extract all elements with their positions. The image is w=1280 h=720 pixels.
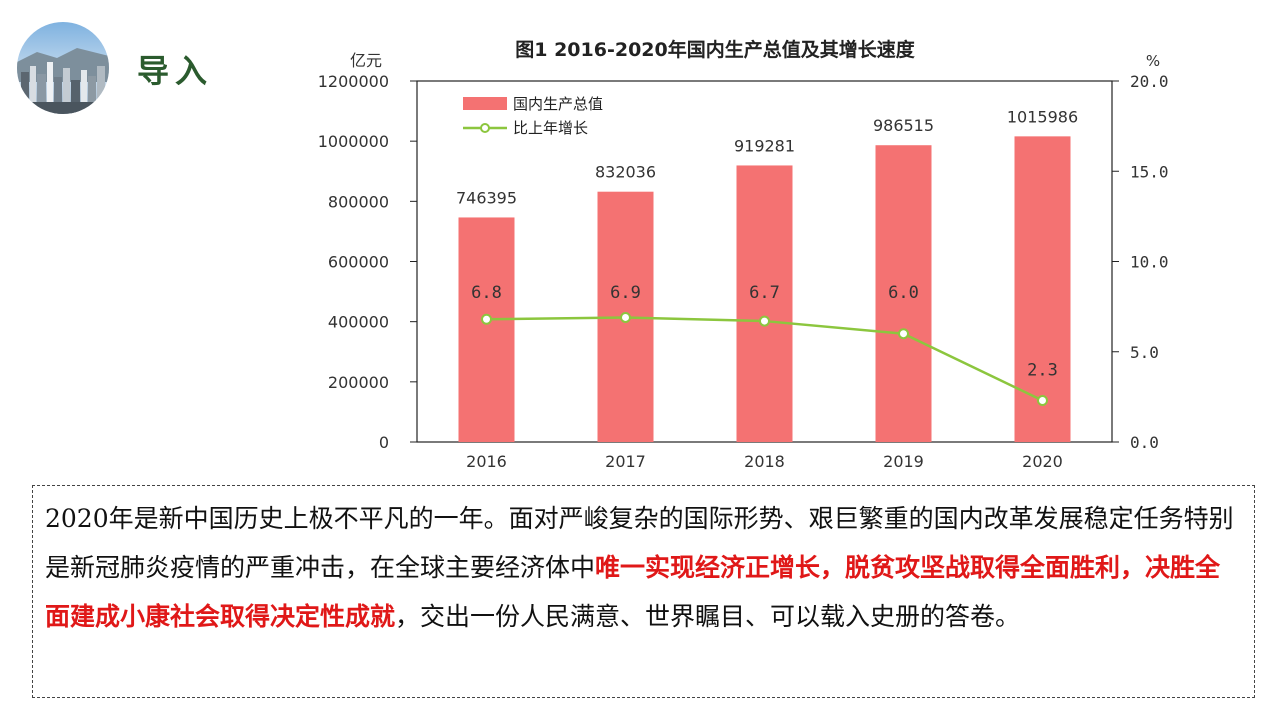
- y-left-tick-label: 0: [379, 433, 389, 452]
- chart-title: 图1 2016-2020年国内生产总值及其增长速度: [515, 38, 915, 61]
- growth-point: [620, 311, 631, 323]
- bar-value-label: 919281: [734, 136, 795, 155]
- x-tick-label: 2020: [1022, 452, 1063, 471]
- growth-point: [759, 315, 770, 327]
- bar-value-label: 832036: [595, 163, 656, 182]
- avatar: [17, 22, 109, 114]
- city-skyline-image: [17, 22, 109, 114]
- legend-swatch-bar: [463, 97, 507, 110]
- growth-value-label: 6.7: [749, 283, 780, 303]
- y-left-tick-label: 1000000: [318, 132, 389, 151]
- section-title: 导入: [137, 52, 214, 90]
- legend-swatch-marker: [480, 123, 490, 133]
- growth-point: [1037, 394, 1048, 406]
- bar-2016: [458, 217, 515, 442]
- bar-2018: [736, 165, 793, 442]
- y-left-tick-label: 1200000: [318, 72, 389, 91]
- y-left-tick-label: 400000: [328, 313, 389, 332]
- y-left-unit: 亿元: [350, 51, 382, 70]
- y-right-tick-label: 0.0: [1130, 433, 1159, 452]
- chart-container: 图1 2016-2020年国内生产总值及其增长速度亿元% 0 200000 40000…: [300, 28, 1200, 478]
- y-left-tick-label: 800000: [328, 192, 389, 211]
- y-left-tick-label: 600000: [328, 253, 389, 272]
- x-tick-label: 2018: [744, 452, 785, 471]
- y-right-tick-label: 5.0: [1130, 343, 1159, 362]
- bar-value-label: 746395: [456, 188, 517, 207]
- bar-value-label: 1015986: [1007, 107, 1078, 126]
- growth-value-label: 6.0: [888, 283, 919, 303]
- x-tick-label: 2016: [466, 452, 507, 471]
- x-tick-label: 2019: [883, 452, 924, 471]
- growth-point: [898, 328, 909, 340]
- bar-value-label: 986515: [873, 116, 934, 135]
- growth-point: [481, 313, 492, 325]
- growth-value-label: 2.3: [1027, 360, 1058, 380]
- caption-box: 2020年是新中国历史上极不平凡的一年。面对严峻复杂的国际形势、艰巨繁重的国内改…: [32, 485, 1255, 698]
- y-right-tick-label: 15.0: [1130, 162, 1169, 181]
- y-right-tick-label: 10.0: [1130, 253, 1169, 272]
- legend-label-bar: 国内生产总值: [513, 95, 603, 113]
- caption-text: 2020年是新中国历史上极不平凡的一年。面对严峻复杂的国际形势、艰巨繁重的国内改…: [45, 504, 1234, 582]
- y-left-tick-label: 200000: [328, 373, 389, 392]
- y-right-unit: %: [1146, 52, 1160, 70]
- y-right-tick-label: 20.0: [1130, 72, 1169, 91]
- caption-text-end: ，交出一份人民满意、世界瞩目、可以载入史册的答卷。: [395, 602, 1021, 631]
- x-tick-label: 2017: [605, 452, 646, 471]
- bar-2019: [875, 145, 932, 443]
- legend-label-line: 比上年增长: [513, 119, 588, 137]
- growth-value-label: 6.9: [610, 283, 641, 303]
- growth-value-label: 6.8: [471, 283, 502, 303]
- caption-highlight: 唯一实现经济正增长，脱贫攻坚战取得全面胜利，决胜全面建成小康社会取得决定性成就: [45, 553, 1221, 631]
